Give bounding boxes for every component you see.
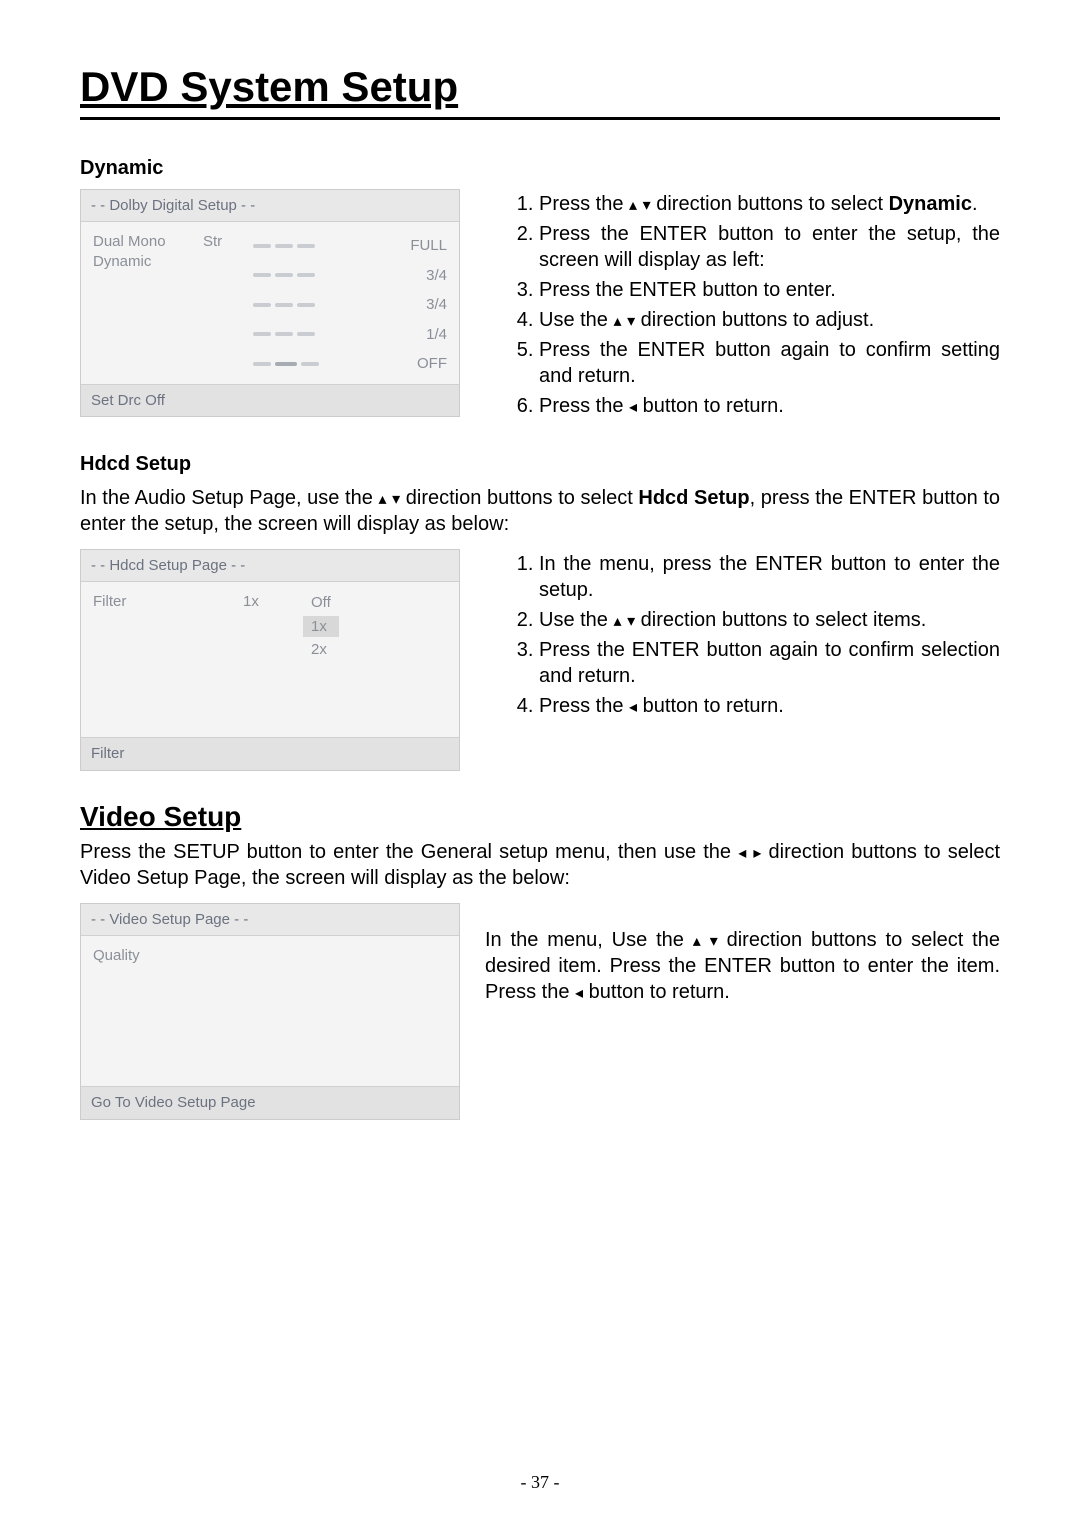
left-icon	[738, 841, 746, 863]
dolby-row-label: Dynamic	[93, 252, 203, 272]
dolby-shot-footer: Set Drc Off	[81, 384, 459, 417]
step-item: Press the button to return.	[539, 693, 1000, 719]
down-icon	[627, 309, 635, 331]
down-icon	[392, 487, 400, 509]
up-icon	[693, 929, 701, 951]
hdcd-filter-current: 1x	[243, 592, 303, 661]
dolby-screenshot: - - Dolby Digital Setup - - Dual Mono St…	[80, 189, 460, 418]
hdcd-screenshot: - - Hdcd Setup Page - - Filter 1x Off 1x…	[80, 549, 460, 771]
left-icon	[575, 981, 583, 1003]
down-icon	[643, 193, 651, 215]
step-item: Press the direction buttons to select Dy…	[539, 191, 1000, 217]
hdcd-shot-title: - - Hdcd Setup Page - -	[81, 550, 459, 583]
step-item: Press the ENTER button again to confirm …	[539, 637, 1000, 689]
video-intro: Press the SETUP button to enter the Gene…	[80, 839, 1000, 891]
dynamic-steps: Press the direction buttons to select Dy…	[485, 191, 1000, 419]
step-item: Press the ENTER button to enter.	[539, 277, 1000, 303]
hdcd-steps: In the menu, press the ENTER button to e…	[485, 551, 1000, 719]
slider-tag: 1/4	[401, 325, 447, 345]
page-number: - 37 -	[0, 1471, 1080, 1494]
hdcd-filter-opt: 1x	[303, 616, 339, 638]
down-icon	[710, 929, 718, 951]
down-icon	[627, 609, 635, 631]
step-item: Use the direction buttons to select item…	[539, 607, 1000, 633]
step-item: Press the ENTER button again to confirm …	[539, 337, 1000, 389]
step-item: Use the direction buttons to adjust.	[539, 307, 1000, 333]
slider-tag: OFF	[401, 354, 447, 374]
hdcd-intro: In the Audio Setup Page, use the directi…	[80, 485, 1000, 537]
hdcd-heading: Hdcd Setup	[80, 451, 1000, 477]
video-setup-heading: Video Setup	[80, 799, 1000, 835]
left-icon	[629, 395, 637, 417]
video-right-text: In the menu, Use the direction buttons t…	[485, 927, 1000, 1005]
step-item: Press the ENTER button to enter the setu…	[539, 221, 1000, 273]
dolby-shot-title: - - Dolby Digital Setup - -	[81, 190, 459, 223]
video-screenshot: - - Video Setup Page - - Quality Go To V…	[80, 903, 460, 1120]
video-shot-footer: Go To Video Setup Page	[81, 1086, 459, 1119]
dolby-row-label: Dual Mono	[93, 232, 203, 252]
up-icon	[613, 609, 621, 631]
dynamic-heading: Dynamic	[80, 155, 1000, 181]
up-icon	[378, 487, 386, 509]
hdcd-shot-footer: Filter	[81, 737, 459, 770]
up-icon	[629, 193, 637, 215]
slider-tag: 3/4	[401, 295, 447, 315]
step-item: Press the button to return.	[539, 393, 1000, 419]
left-icon	[629, 695, 637, 717]
dolby-row-val: Str	[203, 232, 243, 252]
slider-tag: FULL	[401, 236, 447, 256]
hdcd-filter-opt: Off	[303, 592, 339, 614]
step-item: In the menu, press the ENTER button to e…	[539, 551, 1000, 603]
video-quality-item: Quality	[93, 946, 447, 966]
video-shot-title: - - Video Setup Page - -	[81, 904, 459, 937]
page-title: DVD System Setup	[80, 60, 1000, 120]
hdcd-filter-opt: 2x	[303, 639, 339, 661]
hdcd-filter-label: Filter	[93, 592, 243, 661]
up-icon	[613, 309, 621, 331]
slider-tag: 3/4	[401, 266, 447, 286]
